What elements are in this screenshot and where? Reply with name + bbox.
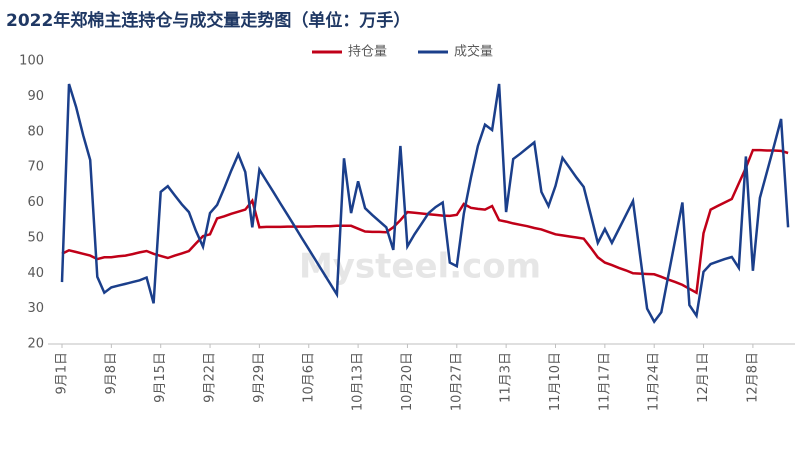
x-tick-label: 10月27日 xyxy=(449,352,464,411)
y-tick-label: 90 xyxy=(27,89,44,104)
y-tick-label: 60 xyxy=(27,195,44,210)
x-tick-label: 10月6日 xyxy=(301,352,316,403)
x-tick-label: 9月15日 xyxy=(153,352,168,403)
x-tick-label: 10月20日 xyxy=(400,352,415,411)
x-tick-label: 11月10日 xyxy=(548,352,563,411)
x-tick-label: 9月29日 xyxy=(252,352,267,403)
x-tick-label: 9月8日 xyxy=(104,352,119,395)
x-tick-label: 11月3日 xyxy=(499,352,514,403)
y-tick-label: 100 xyxy=(19,54,44,69)
x-tick-label: 9月22日 xyxy=(203,352,218,403)
x-tick-label: 10月13日 xyxy=(351,352,366,411)
y-tick-label: 70 xyxy=(27,160,44,175)
legend-label: 持仓量 xyxy=(348,45,387,60)
x-tick-label: 12月8日 xyxy=(745,352,760,403)
watermark: Mysteel.com xyxy=(299,247,541,287)
series-line xyxy=(60,83,790,325)
x-tick-label: 11月24日 xyxy=(647,352,662,411)
x-tick-label: 9月1日 xyxy=(55,352,70,395)
y-tick-label: 30 xyxy=(27,301,44,316)
y-tick-label: 40 xyxy=(27,266,44,281)
y-tick-label: 50 xyxy=(27,230,44,245)
y-tick-label: 80 xyxy=(27,124,44,139)
x-tick-label: 12月1日 xyxy=(696,352,711,403)
chart-title: 2022年郑棉主连持仓与成交量走势图（单位：万手） xyxy=(6,10,410,31)
y-tick-label: 20 xyxy=(27,337,44,352)
legend-label: 成交量 xyxy=(454,44,493,60)
x-tick-label: 11月17日 xyxy=(597,352,612,411)
